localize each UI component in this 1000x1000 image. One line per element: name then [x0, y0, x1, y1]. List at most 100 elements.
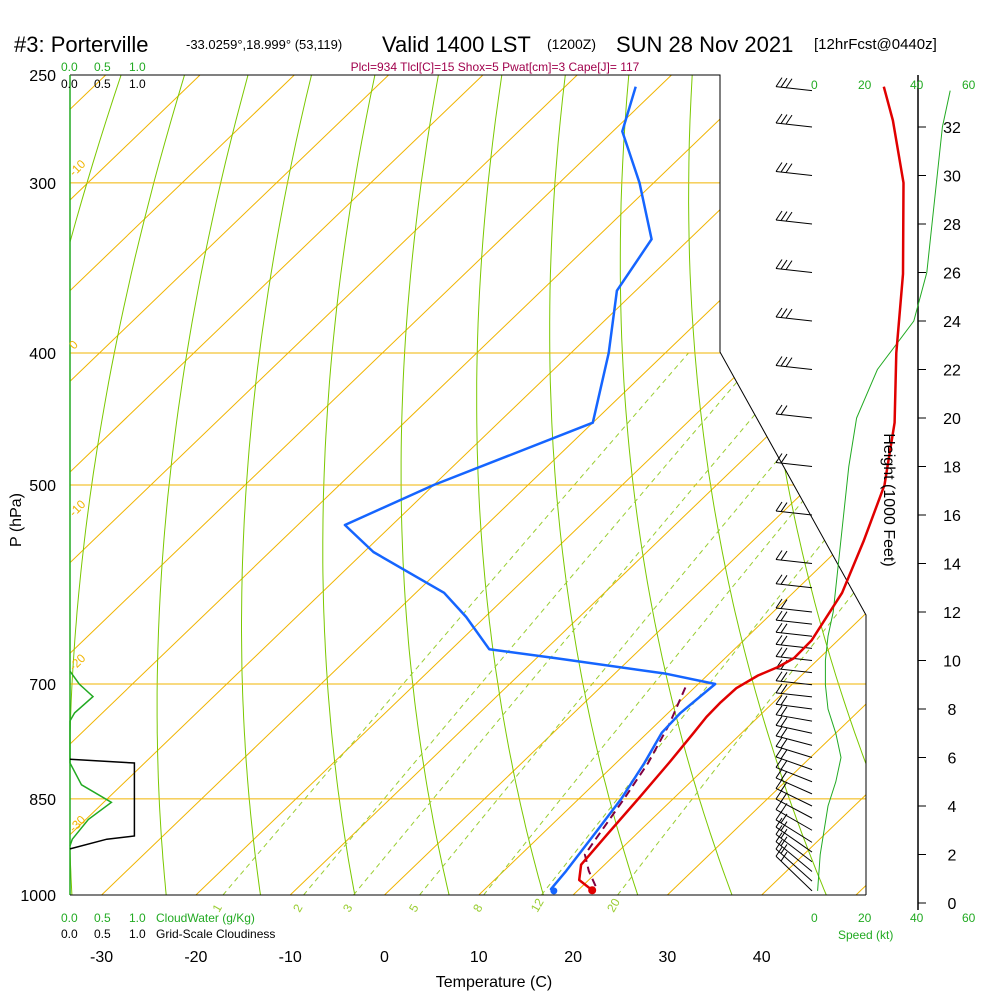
forecast-info: [12hrFcst@0440z] — [814, 36, 937, 53]
temperature-tick-label: 0 — [380, 949, 389, 966]
dewpoint-line — [343, 86, 717, 892]
dry-adiabat — [400, 75, 457, 895]
height-tick-label: 10 — [943, 654, 961, 671]
cloud-scale-label: Grid-Scale Cloudiness — [156, 927, 275, 941]
pressure-tick-label: 400 — [29, 346, 56, 363]
utc-time: (1200Z) — [547, 36, 596, 52]
height-tick-label: 8 — [948, 702, 957, 719]
temperature-tick-label: -10 — [279, 949, 302, 966]
wind-barb — [775, 501, 813, 516]
height-tick-label: 18 — [943, 460, 961, 477]
pressure-tick-label: 250 — [29, 68, 56, 85]
speed-scale-bot-0: 0 — [811, 911, 818, 925]
speed-scale-bot-2: 40 — [910, 911, 924, 925]
height-tick-label: 4 — [948, 799, 957, 816]
wind-barb — [775, 113, 813, 128]
wind-barb — [775, 622, 813, 637]
wind-barb — [775, 550, 813, 564]
temperature-tick-label: 20 — [564, 949, 582, 966]
height-tick-label: 28 — [943, 217, 961, 234]
speed-scale-top-2: 40 — [910, 78, 924, 92]
isobar-lines — [70, 75, 866, 895]
height-tick-label: 30 — [943, 169, 961, 186]
mixing-ratio-label: 20 — [604, 896, 623, 915]
wind-barb — [775, 683, 813, 698]
wind-barb — [775, 598, 813, 613]
mixing-ratio-label: 12 — [528, 896, 547, 915]
isotherm — [855, 75, 866, 895]
surface-temperature-dot — [588, 886, 597, 895]
height-tick-label: 26 — [943, 266, 961, 283]
forecast-date: SUN 28 Nov 2021 — [616, 32, 793, 57]
wind-barb — [775, 817, 813, 853]
wind-barb — [775, 726, 813, 746]
height-tick-label: 32 — [943, 120, 961, 137]
wind-barb — [775, 453, 813, 467]
dry-adiabat — [322, 75, 381, 895]
pressure-tick-label: 700 — [29, 677, 56, 694]
wind-speed-profile — [817, 90, 951, 891]
cw-scale-top-0: 0.0 — [61, 60, 78, 74]
temperature-tick-label: -20 — [184, 949, 207, 966]
temperature-tick-label: -30 — [90, 949, 113, 966]
dry-adiabat — [70, 75, 193, 895]
speed-scale-label: Speed (kt) — [838, 928, 893, 942]
y2-axis-title: Height (1000 Feet) — [880, 433, 897, 566]
height-tick-label: 6 — [948, 751, 957, 768]
temperature-tick-label: 40 — [753, 949, 771, 966]
cloud-scale-top-1: 0.5 — [94, 77, 111, 91]
plot-frame — [70, 74, 867, 895]
dry-adiabat — [476, 75, 553, 895]
wind-barb — [775, 789, 813, 819]
wind-barb — [775, 77, 813, 92]
speed-scale-bot-1: 20 — [858, 911, 872, 925]
temperature-tick-label: 10 — [470, 949, 488, 966]
mixing-ratio-line — [303, 352, 763, 895]
wind-barb — [775, 259, 813, 273]
cloud-scale-bot-1: 0.5 — [94, 927, 111, 941]
cloud-scale-bot-0: 0.0 — [61, 927, 78, 941]
sounding-indices: Plcl=934 Tlcl[C]=15 Shox=5 Pwat[cm]=3 Ca… — [351, 60, 640, 74]
wind-barb — [775, 695, 813, 710]
height-tick-label: 24 — [943, 314, 961, 331]
cw-scale-label: CloudWater (g/Kg) — [156, 911, 255, 925]
mixing-ratio-line — [541, 352, 866, 895]
isotherm — [667, 75, 866, 895]
dry-adiabat — [754, 75, 866, 895]
wind-barb — [775, 404, 813, 419]
pressure-tick-label: 300 — [29, 176, 56, 193]
wind-barb — [775, 210, 813, 225]
dry-adiabat — [156, 75, 256, 895]
pressure-tick-labels: 250 300 400 500 700 850 1000 — [20, 68, 56, 905]
pressure-tick-label: 500 — [29, 478, 56, 495]
wind-barb — [775, 779, 813, 807]
speed-scale-top-3: 60 — [962, 78, 976, 92]
height-tick-label: 22 — [943, 363, 961, 380]
height-tick-label: 2 — [948, 848, 957, 865]
cw-scale-bot-2: 1.0 — [129, 911, 146, 925]
wind-barb — [775, 356, 813, 370]
cloud-scale-top-0: 0.0 — [61, 77, 78, 91]
wind-barb — [775, 825, 813, 863]
mixing-ratio-line — [222, 352, 689, 895]
y-axis-title: P (hPa) — [8, 493, 25, 547]
height-tick-label: 12 — [943, 605, 961, 622]
dry-adiabat — [70, 75, 130, 895]
cloud-scale-bot-2: 1.0 — [129, 927, 146, 941]
wind-barb — [775, 705, 813, 722]
speed-scale-top-1: 20 — [858, 78, 872, 92]
mixing-ratio-label: 2 — [290, 901, 306, 914]
cloud-water-line — [69, 670, 113, 846]
isotherm-label: 0 — [66, 337, 81, 352]
height-tick-label: 16 — [943, 508, 961, 525]
mixing-ratio-label: 5 — [406, 901, 422, 914]
height-tick-label: 0 — [948, 896, 957, 913]
wind-barb — [775, 307, 813, 322]
pressure-tick-label: 1000 — [20, 888, 56, 905]
isotherm — [572, 75, 866, 895]
cloudiness-line — [69, 758, 136, 850]
cw-scale-bot-0: 0.0 — [61, 911, 78, 925]
station-title: #3: Porterville — [14, 32, 149, 57]
